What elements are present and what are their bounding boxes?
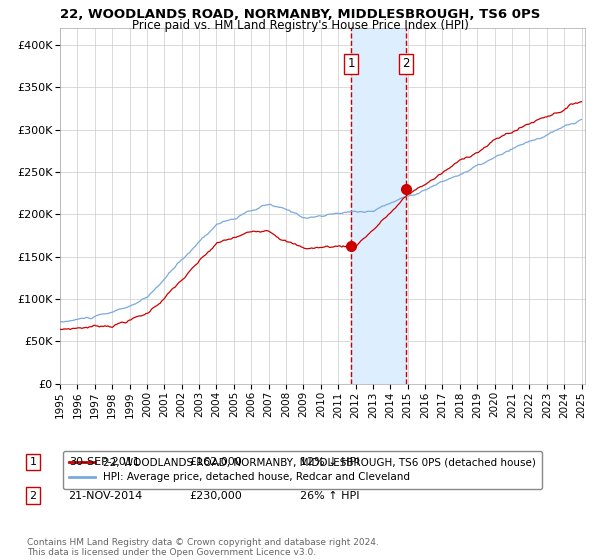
Text: 1: 1: [29, 457, 37, 467]
Text: 30-SEP-2011: 30-SEP-2011: [70, 457, 140, 467]
Legend: 22, WOODLANDS ROAD, NORMANBY, MIDDLESBROUGH, TS6 0PS (detached house), HPI: Aver: 22, WOODLANDS ROAD, NORMANBY, MIDDLESBRO…: [62, 451, 542, 489]
Text: Price paid vs. HM Land Registry's House Price Index (HPI): Price paid vs. HM Land Registry's House …: [131, 19, 469, 32]
Text: 1: 1: [347, 57, 355, 70]
Bar: [351, 28, 406, 384]
Text: £162,000: £162,000: [190, 457, 242, 467]
Text: Contains HM Land Registry data © Crown copyright and database right 2024.
This d: Contains HM Land Registry data © Crown c…: [27, 538, 379, 557]
Text: 2: 2: [402, 57, 410, 70]
Text: 26% ↑ HPI: 26% ↑ HPI: [300, 491, 360, 501]
Text: 21-NOV-2014: 21-NOV-2014: [68, 491, 142, 501]
Text: 22, WOODLANDS ROAD, NORMANBY, MIDDLESBROUGH, TS6 0PS: 22, WOODLANDS ROAD, NORMANBY, MIDDLESBRO…: [60, 8, 540, 21]
Text: £230,000: £230,000: [190, 491, 242, 501]
Text: 2: 2: [29, 491, 37, 501]
Text: 12% ↓ HPI: 12% ↓ HPI: [300, 457, 360, 467]
